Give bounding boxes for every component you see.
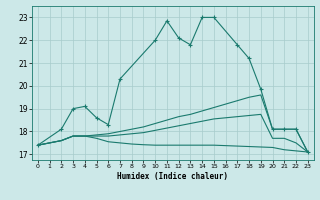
X-axis label: Humidex (Indice chaleur): Humidex (Indice chaleur) — [117, 172, 228, 181]
